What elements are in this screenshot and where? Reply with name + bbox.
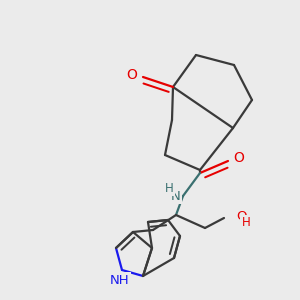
Text: N: N xyxy=(171,190,181,202)
Text: O: O xyxy=(234,151,244,165)
Text: O: O xyxy=(236,209,247,223)
Text: O: O xyxy=(127,68,137,82)
Text: NH: NH xyxy=(110,274,130,286)
Text: H: H xyxy=(165,182,173,194)
Text: H: H xyxy=(242,217,250,230)
